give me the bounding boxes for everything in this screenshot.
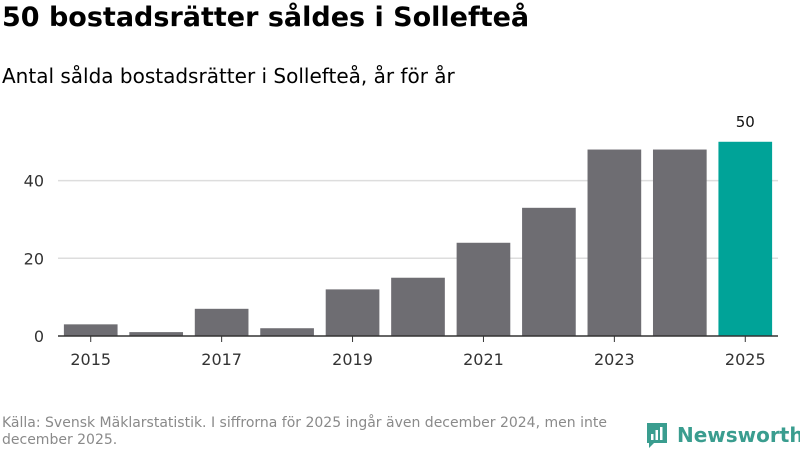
bar-2015 (63, 324, 118, 336)
y-tick-label: 0 (34, 327, 44, 346)
x-tick-label: 2021 (463, 350, 504, 369)
bar-2022 (522, 207, 576, 336)
data-label: 50 (736, 113, 755, 131)
chart-title: 50 bostadsrätter såldes i Sollefteå (2, 2, 530, 33)
brand-logo: Newsworthy (645, 420, 800, 450)
y-tick-label: 20 (24, 249, 44, 268)
brand-name: Newsworthy (677, 423, 800, 447)
bar-2021 (456, 242, 511, 336)
y-tick-label: 40 (24, 172, 44, 191)
bar-2018 (260, 328, 314, 336)
bar-2025 (718, 141, 773, 336)
bar-2023 (587, 149, 642, 336)
x-tick-label: 2017 (201, 350, 242, 369)
x-tick-label: 2025 (725, 350, 766, 369)
bar-2019 (325, 289, 380, 336)
x-tick-label: 2015 (70, 350, 111, 369)
x-tick-label: 2019 (332, 350, 373, 369)
bar-2016 (129, 332, 184, 336)
bar-2024 (652, 149, 707, 336)
x-tick-label: 2023 (594, 350, 635, 369)
chart-subtitle: Antal sålda bostadsrätter i Sollefteå, å… (2, 64, 455, 88)
bar-2020 (391, 277, 445, 336)
source-note: Källa: Svensk Mäklarstatistik. I siffror… (2, 415, 607, 448)
bar-2017 (194, 308, 249, 336)
newsworthy-logo-icon (647, 423, 667, 448)
bar-chart: 0 20 40 2015 2017 2019 2021 2023 50 2025 (24, 113, 778, 369)
